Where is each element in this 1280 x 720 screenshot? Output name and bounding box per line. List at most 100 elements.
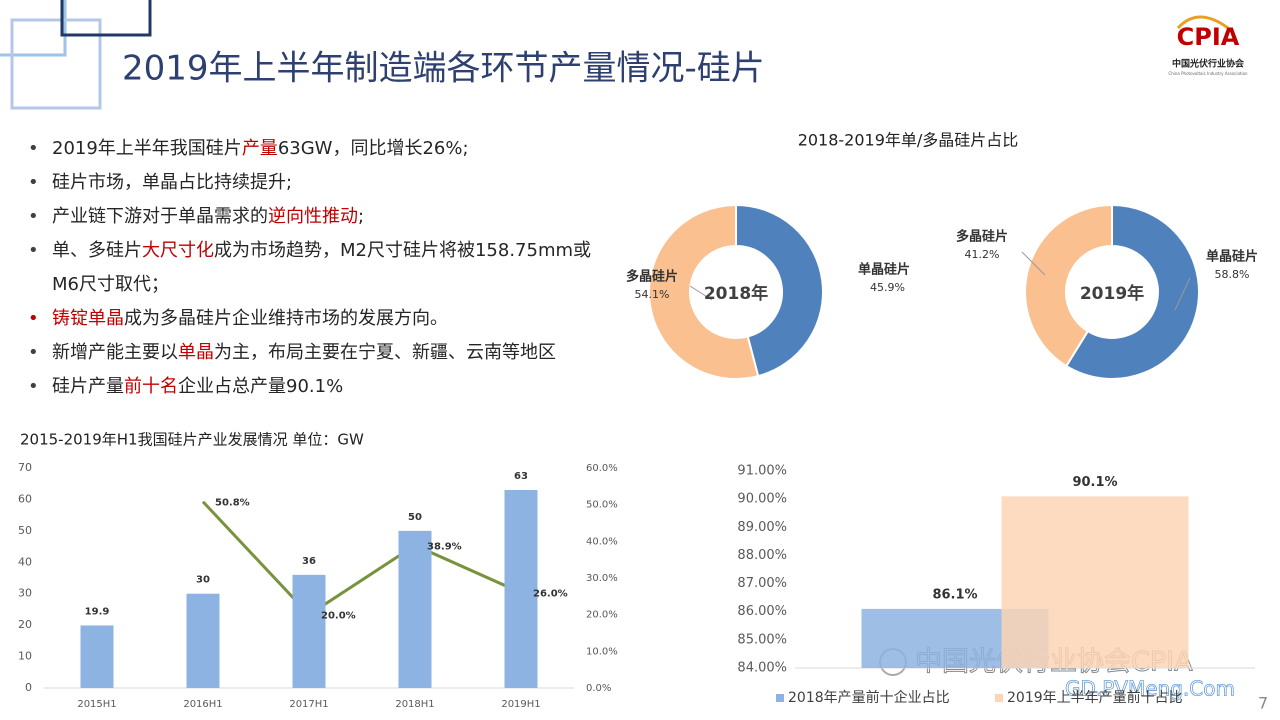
chart-title: 2015-2019年H1我国硅片产业发展情况 单位：GW <box>20 431 364 449</box>
y-tick-label: 84.00% <box>737 661 787 676</box>
donut-center-label: 2019年 <box>1080 283 1144 304</box>
bullet-list: 2019年上半年我国硅片产量63GW，同比增长26%; 硅片市场，单晶占比持续提升… <box>28 132 603 404</box>
slice-label: 单晶硅片 <box>858 262 910 278</box>
slice-label: 多晶硅片 <box>626 269 678 285</box>
bullet-text: 硅片产量 <box>52 376 124 397</box>
donut-title: 2018-2019年单/多晶硅片占比 <box>798 131 1019 150</box>
slice-value: 41.2% <box>965 248 1000 261</box>
data-label: 50 <box>408 512 422 523</box>
bullet-text: 2019年上半年我国硅片 <box>52 138 242 159</box>
legend-swatch <box>776 694 784 702</box>
slice-value: 54.1% <box>635 288 670 301</box>
leader-line <box>689 285 713 301</box>
y-tick-label: 88.00% <box>737 548 787 563</box>
bullet-text: 单、多硅片 <box>52 240 142 261</box>
slide-title: 2019年上半年制造端各环节产量情况-硅片 <box>122 49 765 89</box>
bar <box>292 574 326 688</box>
y2-tick-label: 10.0% <box>586 646 618 657</box>
legend-label: 2019年上半年产量前十占比 <box>1007 689 1183 706</box>
logo: CPIA 中国光伏行业协会 China Photovoltaic Industr… <box>1168 15 1248 76</box>
y2-tick-label: 60.0% <box>586 463 618 474</box>
bullet-text: 成为市场趋势，M2尺寸硅片将被158.75mm或M6尺寸取代； <box>52 240 592 295</box>
slice-label: 多晶硅片 <box>956 229 1008 245</box>
leader-line <box>1174 277 1191 311</box>
logo-name: CPIA <box>1177 23 1240 51</box>
bullet-text: 企业占总产量90.1% <box>178 376 344 397</box>
y-tick-label: 20 <box>18 618 32 631</box>
slice-value: 45.9% <box>870 281 905 294</box>
data-label: 86.1% <box>932 587 977 602</box>
bullet: 新增产能主要以单晶为主，布局主要在宁夏、新疆、云南等地区 <box>28 336 603 370</box>
x-tick-label: 2017H1 <box>289 699 328 710</box>
bullet-text: 为主，布局主要在宁夏、新疆、云南等地区 <box>214 342 556 363</box>
y-tick-label: 86.00% <box>737 604 787 619</box>
y-tick-label: 50 <box>18 524 32 537</box>
bullet-text: 单晶 <box>178 342 214 363</box>
y-tick-label: 87.00% <box>737 576 787 591</box>
slice-label: 单晶硅片 <box>1206 249 1258 265</box>
legend-swatch <box>995 694 1003 702</box>
bullet-text: 63GW，同比增长26%; <box>277 138 469 159</box>
data-label: 38.9% <box>427 541 462 552</box>
y2-tick-label: 30.0% <box>586 573 618 584</box>
y-tick-label: 85.00% <box>737 632 787 647</box>
y2-tick-label: 40.0% <box>586 536 618 547</box>
x-tick-label: 2016H1 <box>183 699 222 710</box>
y-tick-label: 89.00% <box>737 520 787 535</box>
x-tick-label: 2019H1 <box>501 699 540 710</box>
y-tick-label: 0 <box>25 681 32 694</box>
x-tick-label: 2015H1 <box>77 699 116 710</box>
y2-tick-label: 50.0% <box>586 500 618 511</box>
bullet: 硅片市场，单晶占比持续提升; <box>28 166 603 200</box>
page-number: 7 <box>1258 694 1268 713</box>
y-tick-label: 30 <box>18 587 32 600</box>
y-tick-label: 90.00% <box>737 492 787 507</box>
bullet-text: 前十名 <box>124 376 178 397</box>
bar <box>186 593 220 688</box>
y2-tick-label: 20.0% <box>586 610 618 621</box>
bullet-text: 逆向性推动 <box>268 206 358 227</box>
bullet: 2019年上半年我国硅片产量63GW，同比增长26%; <box>28 132 603 166</box>
logo-org: 中国光伏行业协会 <box>1172 58 1245 70</box>
bullet-text: 产业链下游对于单晶需求的 <box>52 206 268 227</box>
y-tick-label: 10 <box>18 650 32 663</box>
bar <box>80 625 114 688</box>
y2-tick-label: 0.0% <box>586 683 611 694</box>
watermark: GD.PVMeng.Com <box>1065 677 1235 701</box>
decor <box>0 0 152 110</box>
bullet-text: 新增产能主要以 <box>52 342 178 363</box>
slice-value: 58.8% <box>1215 268 1250 281</box>
leader-line <box>1021 251 1046 276</box>
bar <box>398 530 432 688</box>
data-label: 90.1% <box>1072 475 1117 490</box>
bullet: 单、多硅片大尺寸化成为市场趋势，M2尺寸硅片将被158.75mm或M6尺寸取代； <box>28 234 603 302</box>
bullet: 铸锭单晶成为多晶硅片企业维持市场的发展方向。 <box>28 302 603 336</box>
data-label: 20.0% <box>321 611 356 622</box>
data-label: 63 <box>514 471 528 482</box>
donut-slice <box>1064 203 1200 380</box>
data-label: 36 <box>302 556 316 567</box>
donut-slice <box>735 203 824 378</box>
data-label: 19.9 <box>85 606 110 617</box>
y-tick-label: 91.00% <box>737 464 787 479</box>
bullet: 产业链下游对于单晶需求的逆向性推动; <box>28 200 603 234</box>
bullet-text: ; <box>358 206 365 227</box>
y-tick-label: 60 <box>18 492 32 505</box>
bar <box>1001 496 1189 668</box>
bullet-text: 产量 <box>241 138 278 159</box>
bullet: 硅片产量前十名企业占总产量90.1% <box>28 370 603 404</box>
data-label: 30 <box>196 575 210 586</box>
bullet-text: 硅片市场，单晶占比持续提升; <box>52 172 293 193</box>
data-label: 50.8% <box>215 498 250 509</box>
bar <box>504 490 538 688</box>
x-tick-label: 2018H1 <box>395 699 434 710</box>
bullet-text: 大尺寸化 <box>142 240 214 261</box>
line-series <box>201 500 522 617</box>
logo-org-en: China Photovoltaic Industry Association <box>1168 71 1248 76</box>
bullet-text: 成为多晶硅片企业维持市场的发展方向。 <box>124 308 448 329</box>
legend-label: 2018年产量前十企业占比 <box>788 689 950 706</box>
donut-center-label: 2018年 <box>704 283 768 304</box>
data-label: 26.0% <box>533 589 568 600</box>
y-tick-label: 70 <box>18 461 32 474</box>
